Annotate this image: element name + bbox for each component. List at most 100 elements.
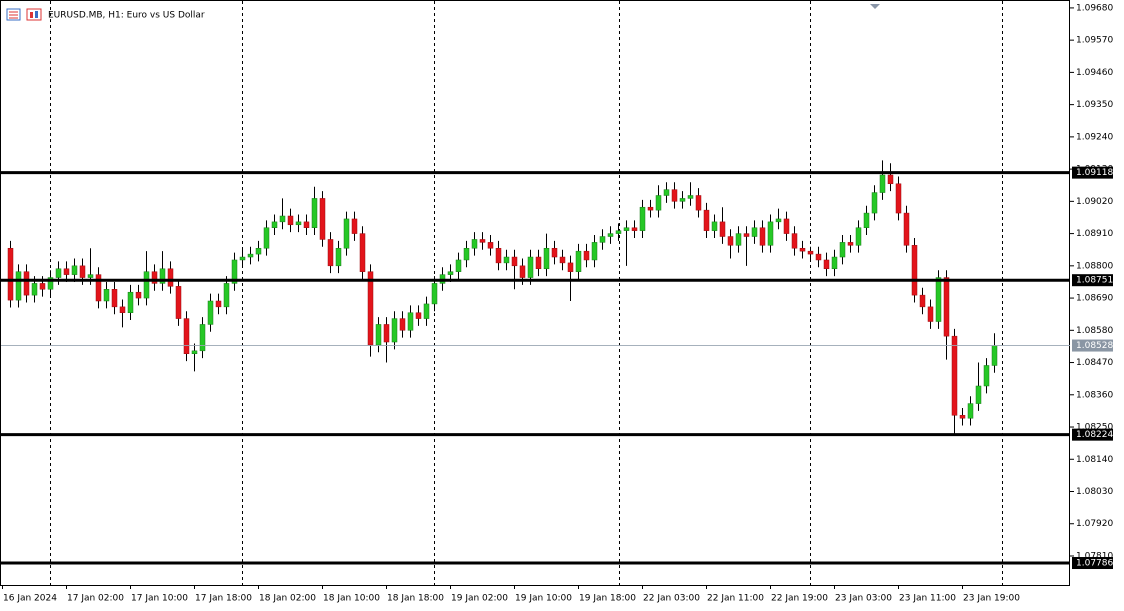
candle-body [967, 403, 974, 419]
candle-body [759, 227, 766, 246]
icon-bar [30, 12, 33, 18]
candle-body [655, 195, 662, 211]
x-tick-label: 22 Jan 03:00 [643, 594, 700, 604]
candle-body [767, 221, 774, 246]
candle-body [151, 271, 158, 284]
candle-body [615, 230, 622, 234]
candle-body [119, 306, 126, 313]
candle-body [663, 189, 670, 196]
candle-body [391, 318, 398, 343]
candle-body [135, 291, 142, 299]
candle-body [87, 274, 94, 278]
x-tick-label: 23 Jan 19:00 [963, 594, 1020, 604]
candle-body [159, 268, 166, 284]
candle-body [111, 289, 118, 308]
x-tick-label: 22 Jan 19:00 [771, 594, 828, 604]
candle-body [215, 300, 222, 308]
candle-body [951, 335, 958, 416]
candle-body [983, 365, 990, 387]
candle-body [383, 324, 390, 343]
candle-body [71, 265, 78, 275]
candle-body [351, 218, 358, 234]
candle-body [239, 256, 246, 261]
candle-body [407, 312, 414, 331]
y-tick-label: 1.09350 [1076, 100, 1113, 110]
candle-body [455, 259, 462, 272]
candle-body [47, 277, 54, 290]
candle-body [943, 277, 950, 337]
y-tick-label: 1.08690 [1076, 294, 1113, 304]
candle-body [39, 283, 46, 290]
candle-body [79, 265, 86, 278]
candle-body [527, 256, 534, 278]
candle-body [127, 291, 134, 313]
candle-body [895, 183, 902, 214]
candle-body [343, 218, 350, 249]
candle-body [799, 247, 806, 252]
levels: 1.08528 1.09118 1.08751 1.08224 1.07786 [1, 166, 1113, 570]
y-tick-label: 1.08470 [1076, 358, 1113, 368]
candle-body [55, 268, 62, 278]
candle-body [247, 253, 254, 258]
level-box [1072, 428, 1113, 441]
x-tick-label: 19 Jan 18:00 [579, 594, 636, 604]
candle-body [935, 277, 942, 322]
candle-body [751, 227, 758, 237]
candle-body [207, 300, 214, 325]
candle-body [919, 294, 926, 308]
candle-body [607, 233, 614, 237]
candle-body [783, 218, 790, 234]
current-price-label: 1.08528 [1076, 341, 1113, 351]
ticks: 1.09680 1.09570 1.09460 1.09350 1.09240 1.091… [2, 3, 1113, 604]
x-tick-label: 22 Jan 11:00 [707, 594, 764, 604]
x-tick-label: 18 Jan 18:00 [387, 594, 444, 604]
candle-body [487, 242, 494, 249]
y-tick-label: 1.09460 [1076, 68, 1113, 78]
x-tick-label: 18 Jan 02:00 [259, 594, 316, 604]
y-tick-label: 1.08360 [1076, 390, 1113, 400]
x-tick-label: 16 Jan 2024 [3, 594, 57, 604]
shift-marker[interactable] [870, 4, 880, 9]
candle-body [743, 233, 750, 237]
candle-body [823, 259, 830, 270]
candle-body [623, 227, 630, 231]
candle-body [591, 242, 598, 261]
candle-body [583, 250, 590, 261]
candle-body [31, 283, 38, 296]
y-tick-label: 1.08580 [1076, 326, 1113, 336]
candle-body [511, 256, 518, 267]
candle-body [975, 385, 982, 404]
candle-body [543, 247, 550, 270]
candle-body [599, 236, 606, 243]
icon-chart[interactable] [26, 8, 42, 21]
y-tick-label: 1.09680 [1076, 3, 1113, 13]
candle-body [503, 256, 510, 264]
candle-body [183, 318, 190, 355]
candle-body [15, 271, 22, 301]
candle-body [703, 209, 710, 231]
x-tick-label: 19 Jan 10:00 [515, 594, 572, 604]
candle-body [103, 289, 110, 302]
candle-body [359, 233, 366, 272]
candle-body [287, 215, 294, 226]
y-tick-label: 1.07810 [1076, 551, 1113, 561]
candle-body [263, 227, 270, 249]
x-tick-label: 17 Jan 10:00 [131, 594, 188, 604]
x-tick-label: 19 Jan 02:00 [451, 594, 508, 604]
icon-bar [35, 11, 38, 18]
candle-body [959, 415, 966, 419]
plot-frame [0, 0, 1070, 586]
candle-body [711, 221, 718, 231]
level-label: 1.07786 [1076, 559, 1113, 569]
y-tick-label: 1.09570 [1076, 36, 1113, 46]
candle-body [839, 242, 846, 258]
candle-body [471, 239, 478, 249]
toolbar-icons[interactable] [6, 8, 42, 21]
candle-body [831, 256, 838, 270]
candle-body [871, 192, 878, 214]
candle-body [431, 283, 438, 305]
candle-body [879, 174, 886, 193]
candle-body [199, 324, 206, 352]
x-tick-label: 23 Jan 11:00 [899, 594, 956, 604]
